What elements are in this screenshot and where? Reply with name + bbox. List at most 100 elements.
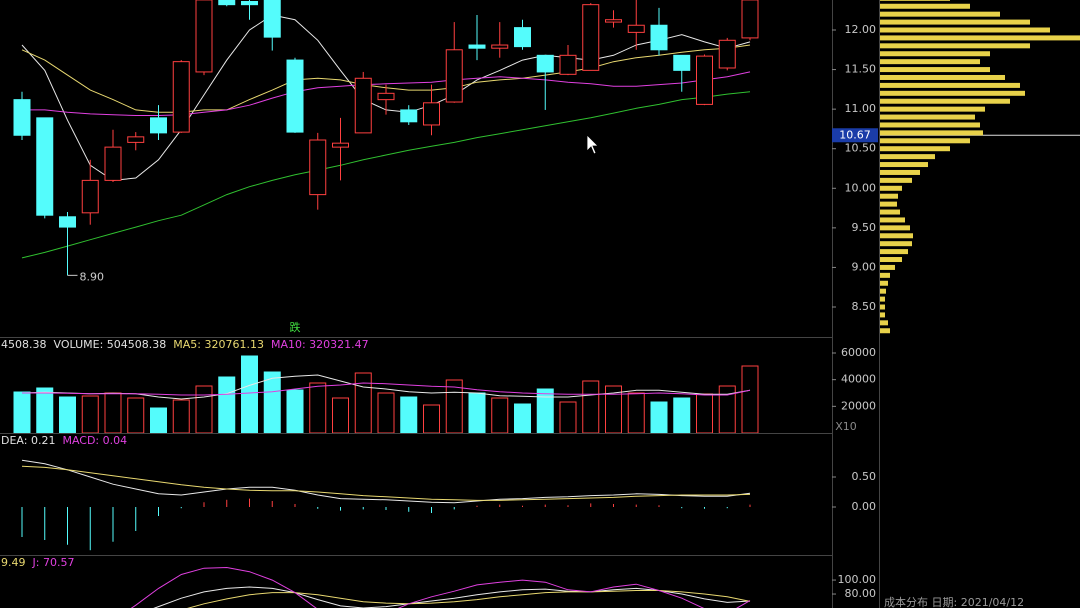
- chip-bar: [880, 193, 898, 199]
- chip-bar: [880, 130, 983, 136]
- candle-body: [582, 4, 600, 71]
- pane-header: 4508.38 VOLUME: 504508.38 MA5: 320761.13 MA…: [1, 338, 369, 351]
- y-tick-label: 60000: [841, 346, 876, 359]
- chip-bar: [880, 74, 1005, 80]
- pane-header: 9.49 J: 70.57: [1, 556, 74, 569]
- y-tick-label: 8.50: [852, 300, 877, 313]
- volume-bar: [263, 371, 281, 433]
- candle-body: [741, 0, 759, 39]
- y-tick-label: 20000: [841, 399, 876, 412]
- y-tick-label: 40000: [841, 373, 876, 386]
- candle-body: [400, 109, 418, 123]
- unit-label: X10: [835, 420, 857, 433]
- chip-bar: [880, 43, 1030, 49]
- y-tick-label: 100.00: [838, 573, 877, 586]
- y-tick-label: 0.50: [852, 470, 877, 483]
- y-tick-label: 80.00: [845, 587, 877, 600]
- pane-borders: [0, 0, 880, 608]
- signal-marker: 跌: [290, 320, 301, 334]
- candle-body: [195, 0, 213, 73]
- volume-bar: [195, 385, 213, 433]
- chip-bar: [880, 27, 1050, 33]
- volume-bar: [59, 396, 76, 433]
- candle-body: [36, 117, 54, 216]
- candle-body: [309, 139, 327, 196]
- chip-bar: [880, 272, 890, 278]
- volume-bar: [332, 397, 349, 433]
- volume-bar: [582, 380, 600, 433]
- indicator-line: [186, 590, 751, 608]
- candle-body: [241, 1, 258, 6]
- volume-bar: [741, 365, 759, 433]
- volume-bar: [81, 395, 99, 433]
- volume-bar: [150, 407, 167, 433]
- pane-header: DEA: 0.21 MACD: 0.04: [1, 434, 127, 447]
- volume-bar: [468, 392, 486, 433]
- candle-body: [468, 44, 486, 49]
- chip-bar: [880, 312, 885, 318]
- chip-bar: [880, 264, 895, 270]
- volume-bar: [172, 399, 190, 433]
- chip-bar: [880, 51, 990, 57]
- volume-bar: [13, 391, 31, 433]
- chip-bar: [880, 59, 980, 65]
- mouse-cursor: [586, 134, 599, 155]
- candle-body: [354, 77, 372, 134]
- panel-footer: 成本分布 日期: 2021/04/12: [884, 595, 1024, 608]
- volume-bar: [354, 372, 372, 433]
- candle-body: [377, 92, 395, 101]
- chip-bar: [880, 328, 890, 334]
- volume-bar: [673, 397, 691, 433]
- last-price-label: 10.67: [839, 128, 871, 141]
- candle-body: [104, 146, 122, 181]
- candle-body: [696, 55, 713, 105]
- chip-bar: [880, 162, 928, 168]
- candle-body: [286, 59, 304, 133]
- candle-body: [514, 27, 531, 48]
- indicator-line: [22, 71, 751, 116]
- chip-bar: [880, 185, 902, 191]
- header-item: 4508.38: [1, 338, 47, 351]
- volume-bar: [491, 397, 509, 433]
- macd-pane: [21, 459, 751, 551]
- kdj-pane: [130, 566, 751, 608]
- volume-bar: [286, 389, 304, 433]
- chip-bar: [880, 209, 900, 215]
- volume-bar: [36, 387, 54, 433]
- chip-bar: [880, 138, 970, 144]
- chip-bar: [880, 320, 888, 326]
- chip-bar: [880, 114, 975, 120]
- chip-bar: [880, 304, 885, 310]
- volume-bar: [536, 388, 554, 433]
- y-tick-label: 9.50: [852, 221, 877, 234]
- last-price-box: [832, 128, 878, 143]
- y-tick-label: 0.00: [852, 500, 877, 513]
- chip-bar: [880, 122, 980, 128]
- volume-bar: [309, 382, 327, 433]
- header-item: MA5: 320761.13: [173, 338, 264, 351]
- candle-body: [423, 102, 440, 126]
- candle-body: [150, 117, 167, 134]
- volume-bar: [241, 355, 258, 433]
- candle-body: [13, 99, 31, 136]
- chip-bar: [880, 201, 897, 207]
- chip-bar: [880, 146, 950, 152]
- header-item: MA10: 320321.47: [271, 338, 369, 351]
- volume-bar: [696, 393, 713, 433]
- chip-bar: [880, 0, 950, 1]
- candle-body: [627, 24, 645, 33]
- volume-bar: [104, 392, 122, 433]
- indicator-line: [21, 91, 751, 259]
- y-tick-label: 11.50: [845, 63, 877, 76]
- candle-body: [445, 49, 463, 103]
- candle-body: [218, 0, 236, 6]
- volume-bar: [400, 396, 418, 433]
- candle-body: [559, 54, 577, 75]
- low-label: 8.90: [80, 270, 105, 283]
- chip-bar: [880, 257, 902, 263]
- candle-body: [605, 19, 622, 23]
- volume-bar: [377, 392, 395, 433]
- candle-body: [650, 24, 668, 51]
- chip-bar: [880, 19, 1030, 25]
